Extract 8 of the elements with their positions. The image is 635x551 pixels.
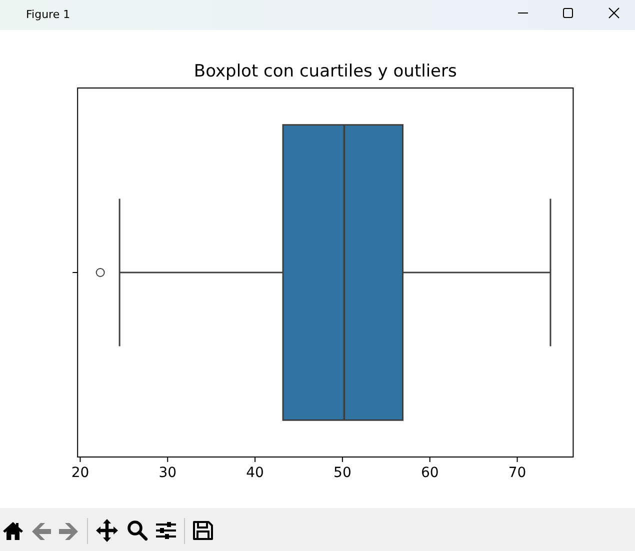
x-tick-label: 30 [158, 465, 177, 482]
chart-title: Boxplot con cuartiles y outliers [194, 62, 457, 82]
x-tick-label: 60 [420, 465, 439, 482]
x-tick-label: 40 [246, 465, 264, 482]
caption: Figure 1 [26, 8, 70, 21]
x-tick-label: 50 [334, 465, 352, 482]
x-tick-label: 70 [508, 465, 526, 482]
x-tick-label: 20 [71, 465, 90, 482]
